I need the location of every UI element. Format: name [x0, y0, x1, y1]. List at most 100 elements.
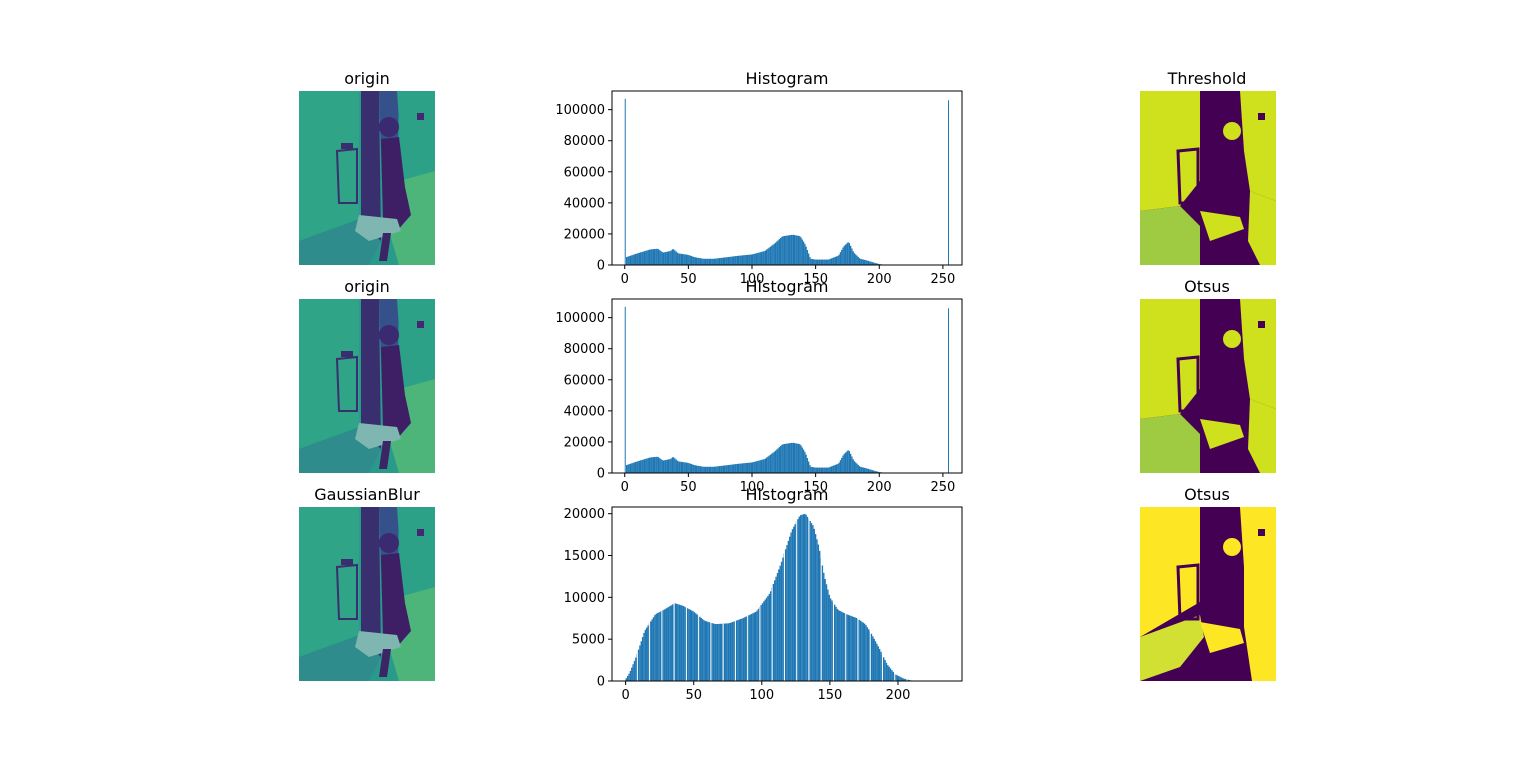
histogram-bar — [665, 251, 667, 265]
histogram-bar — [784, 549, 787, 681]
histogram-bar — [871, 470, 873, 473]
histogram-bar — [661, 460, 663, 473]
histogram-bar — [744, 617, 746, 681]
histogram-bar — [816, 467, 819, 473]
histogram-bar — [724, 465, 726, 473]
histogram-bar — [753, 612, 756, 681]
plot-frame — [611, 298, 963, 474]
histogram-bar — [897, 676, 900, 681]
histogram-bar — [875, 263, 877, 265]
y-tick-label: 20000 — [564, 435, 605, 450]
histogram-bar — [801, 239, 803, 265]
histogram-bar — [730, 464, 732, 473]
histogram-bar — [741, 255, 744, 265]
histogram-bar — [839, 610, 841, 681]
histogram-bar — [662, 460, 665, 473]
histogram-bar — [703, 258, 705, 265]
histogram-bar — [684, 606, 686, 681]
image-title-row3-left: GaussianBlur — [314, 485, 420, 504]
histogram-bar — [712, 623, 715, 681]
histogram-bar — [795, 443, 797, 473]
histogram-bar — [757, 608, 760, 681]
histogram-bar — [809, 257, 811, 265]
histogram-bar — [757, 460, 759, 473]
histogram-bar — [794, 235, 796, 265]
histogram-bar — [692, 256, 694, 265]
histogram-bar — [768, 247, 770, 265]
histogram-bar — [790, 442, 792, 473]
histogram-spike — [624, 306, 626, 473]
histogram-bar — [699, 616, 701, 681]
x-tick-label: 100 — [749, 688, 774, 703]
histogram-bar — [676, 460, 679, 473]
histogram-bar — [713, 258, 716, 265]
y-tick-label: 0 — [597, 675, 605, 690]
histogram-bar — [811, 467, 814, 473]
histogram-bar — [752, 462, 754, 473]
histogram-bar — [823, 572, 825, 681]
histogram-bar — [792, 234, 795, 265]
histogram-bar — [857, 464, 859, 473]
histogram-bar — [785, 443, 787, 473]
histogram-bar — [757, 252, 759, 265]
histogram-bar — [707, 466, 709, 473]
histogram-bar — [721, 465, 723, 473]
x-tick-label: 100 — [740, 480, 765, 495]
histogram-bar — [689, 609, 692, 681]
histogram-bar — [833, 257, 835, 265]
histogram-title-row1: Histogram — [746, 69, 829, 88]
histogram-bar — [628, 464, 630, 473]
histogram-bar — [855, 617, 858, 681]
histogram-bar — [671, 457, 674, 473]
histogram-bar — [743, 255, 745, 265]
histogram-bar — [875, 471, 877, 473]
histogram-bar — [799, 444, 801, 473]
histogram-bar — [793, 526, 795, 681]
histogram-bar — [715, 624, 717, 681]
histogram-bar — [866, 468, 868, 473]
histogram-bar — [838, 610, 840, 681]
histogram-bar — [810, 523, 813, 681]
histogram-bar — [716, 623, 719, 681]
histogram-bar — [771, 453, 773, 473]
histogram-bar — [715, 466, 717, 473]
histogram-bar — [646, 458, 648, 473]
histogram-bar — [754, 461, 756, 473]
histogram-bar — [642, 251, 644, 265]
y-tick-label: 20000 — [564, 507, 605, 522]
histogram-bar — [732, 256, 735, 265]
histogram-bar — [815, 259, 817, 265]
histogram-bar — [647, 250, 649, 265]
histogram-bar — [638, 460, 641, 473]
histogram-bar — [654, 615, 656, 681]
histogram-bar — [748, 462, 750, 473]
histogram-bar — [643, 632, 645, 681]
histogram-bar — [791, 442, 793, 473]
histogram-spike — [948, 100, 949, 265]
histogram-bar — [774, 242, 777, 265]
histogram-bar — [866, 627, 869, 681]
y-tick-label: 80000 — [564, 134, 605, 149]
histogram-bar — [818, 467, 820, 473]
histogram-bar — [892, 671, 894, 681]
histogram-bar — [731, 464, 733, 473]
histogram-bar — [862, 622, 864, 681]
histogram-bar — [857, 256, 859, 265]
histogram-bar — [837, 255, 839, 265]
histogram-bar — [660, 251, 662, 265]
histogram-bar — [680, 605, 682, 681]
histogram-bar — [780, 238, 782, 265]
histogram-bar — [670, 605, 672, 681]
image-title-row3-right: Otsus — [1184, 485, 1230, 504]
histogram-bar — [739, 255, 741, 265]
histogram-bar — [785, 235, 787, 265]
histogram-bar — [856, 255, 858, 265]
x-tick-label: 0 — [621, 480, 629, 495]
histogram-bar — [872, 470, 875, 473]
histogram-bar — [698, 258, 700, 265]
histogram-bar — [656, 456, 658, 473]
histogram-bar — [861, 467, 863, 473]
histogram-bar — [642, 459, 644, 473]
histogram-bar — [669, 606, 671, 681]
histogram-bar — [844, 452, 847, 473]
